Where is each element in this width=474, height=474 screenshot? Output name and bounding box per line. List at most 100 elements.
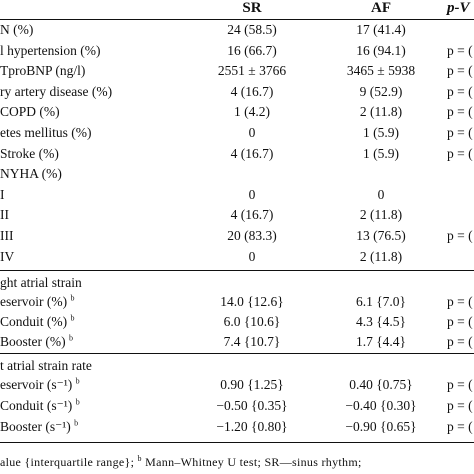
table-row: III 20 (83.3) 13 (76.5) p = (	[0, 226, 474, 246]
table-bottom-rule	[0, 442, 474, 443]
footnote: alue {interquartile range}; b Mann–Whitn…	[0, 455, 362, 470]
table-row: l hypertension (%) 16 (66.7) 16 (94.1) p = …	[0, 41, 474, 61]
cell-sr: 14.0 {12.6}	[220, 294, 284, 309]
row-label: eservoir (%) b	[0, 293, 75, 309]
cell-sr: 24 (58.5)	[227, 22, 277, 37]
label-sup: b	[70, 313, 75, 323]
table-row: eservoir (%) b 14.0 {12.6} 6.1 {7.0} p = (	[0, 292, 474, 312]
row-label: III	[0, 228, 14, 243]
cell-af: 2 (11.8)	[359, 248, 403, 264]
label-sup: b	[75, 397, 80, 407]
row-label: Conduit (s⁻¹) b	[0, 397, 80, 413]
table-row: N (%) 24 (58.5) 17 (41.4)	[0, 20, 474, 40]
header-sr: SR	[242, 0, 262, 16]
cell-p: p = (	[447, 63, 473, 79]
header-p: p-V	[447, 0, 470, 16]
section1-label: ght atrial strain	[0, 275, 82, 290]
cell-p: p = (	[447, 125, 473, 140]
row-label: ry artery disease (%)	[0, 83, 113, 99]
row-label: Conduit (%) b	[0, 313, 75, 329]
table-row: etes mellitus (%) 0 1 (5.9) p = (	[0, 123, 474, 143]
table-row: ry artery disease (%) 4 (16.7) 9 (52.9) p =…	[0, 82, 474, 102]
row-label: etes mellitus (%)	[0, 125, 92, 140]
cell-af: −0.90 {0.65}	[345, 419, 417, 434]
cell-af: 0	[377, 186, 385, 202]
footnote-sup: b	[137, 454, 142, 463]
cell-sr: 4 (16.7)	[230, 207, 274, 223]
table-header: SR AF p-V	[0, 0, 474, 20]
footnote-part2: Mann–Whitney U test; SR—sinus rhythm;	[145, 455, 362, 469]
header-rule	[0, 19, 474, 20]
table-row: Stroke (%) 4 (16.7) 1 (5.9) p = (	[0, 144, 474, 164]
cell-sr: 7.4 {10.7}	[223, 334, 281, 349]
table-row: eservoir (s⁻¹) b 0.90 {1.25} 0.40 {0.75} p …	[0, 375, 474, 395]
section2-label: t atrial strain rate	[0, 358, 92, 373]
row-label: l hypertension (%)	[0, 42, 101, 58]
table-row: TproBNP (ng/l) 2551 ± 3766 3465 ± 5938 p = …	[0, 61, 474, 81]
label-sup: b	[74, 418, 79, 428]
table-row: IV 0 2 (11.8)	[0, 247, 474, 267]
label-sup: b	[75, 376, 80, 386]
cell-af: 1.7 {4.4}	[355, 334, 407, 349]
cell-af: 4.3 {4.5}	[355, 314, 407, 329]
cell-af: 6.1 {7.0}	[355, 294, 407, 309]
label-sup: b	[70, 293, 75, 303]
cell-sr: 0	[248, 186, 256, 202]
cell-sr: 2551 ± 3766	[217, 63, 287, 79]
row-label: Booster (s⁻¹) b	[0, 418, 79, 434]
table-row: Conduit (s⁻¹) b −0.50 {0.35} −0.40 {0.30} p…	[0, 396, 474, 416]
cell-p: p = (	[447, 314, 473, 329]
section2-title: t atrial strain rate	[0, 355, 474, 375]
table-row: II 4 (16.7) 2 (11.8)	[0, 205, 474, 225]
cell-af: −0.40 {0.30}	[345, 398, 417, 413]
cell-p: p = (	[447, 42, 473, 58]
section1-title: ght atrial strain	[0, 272, 474, 292]
cell-p: p = (	[447, 398, 473, 413]
cell-p: p = (	[447, 145, 473, 161]
cell-p: p = (	[447, 228, 473, 243]
cell-p: p = (	[447, 104, 473, 120]
row-label: II	[0, 207, 9, 223]
row-label: Stroke (%)	[0, 145, 59, 161]
cell-p: p = (	[447, 334, 473, 349]
footnote-part1: alue {interquartile range};	[0, 455, 135, 469]
row-label: I	[0, 186, 5, 202]
cell-af: 13 (76.5)	[356, 228, 406, 243]
cell-af: 9 (52.9)	[359, 83, 403, 99]
cell-af: 17 (41.4)	[356, 22, 406, 37]
table-row: Conduit (%) b 6.0 {10.6} 4.3 {4.5} p = (	[0, 312, 474, 332]
row-label: eservoir (s⁻¹) b	[0, 376, 80, 392]
cell-sr: 4 (16.7)	[230, 83, 274, 99]
cell-p: p = (	[447, 294, 473, 309]
table-row: NYHA (%)	[0, 164, 474, 184]
row-label: N (%)	[0, 22, 34, 37]
cell-sr: 0	[248, 125, 256, 140]
cell-sr: −1.20 {0.80}	[216, 419, 288, 434]
row-label: IV	[0, 248, 15, 264]
cell-p: p = (	[447, 419, 473, 434]
cell-sr: 6.0 {10.6}	[223, 314, 281, 329]
row-label: Booster (%) b	[0, 333, 73, 349]
cell-sr: 20 (83.3)	[227, 228, 277, 243]
cell-af: 16 (94.1)	[356, 42, 406, 58]
table-row: COPD (%) 1 (4.2) 2 (11.8) p = (	[0, 102, 474, 122]
section1-rule	[0, 270, 474, 271]
cell-af: 1 (5.9)	[363, 125, 399, 140]
table-row: Booster (%) b 7.4 {10.7} 1.7 {4.4} p = (	[0, 332, 474, 352]
row-label: COPD (%)	[0, 104, 60, 120]
cell-af: 2 (11.8)	[359, 207, 403, 223]
header-af: AF	[371, 0, 391, 16]
cell-p: p = (	[447, 83, 473, 99]
cell-p: p = (	[447, 377, 473, 392]
cell-sr: 0	[248, 248, 256, 264]
cell-af: 2 (11.8)	[359, 104, 403, 120]
row-label: TproBNP (ng/l)	[0, 63, 86, 79]
table-row: I 0 0	[0, 185, 474, 205]
label-sup: b	[68, 333, 73, 343]
cell-sr: 16 (66.7)	[227, 42, 277, 58]
cell-af: 3465 ± 5938	[346, 63, 416, 79]
cell-sr: 4 (16.7)	[230, 145, 274, 161]
cell-sr: −0.50 {0.35}	[216, 398, 288, 413]
table-row: Booster (s⁻¹) b −1.20 {0.80} −0.90 {0.65} p…	[0, 417, 474, 437]
